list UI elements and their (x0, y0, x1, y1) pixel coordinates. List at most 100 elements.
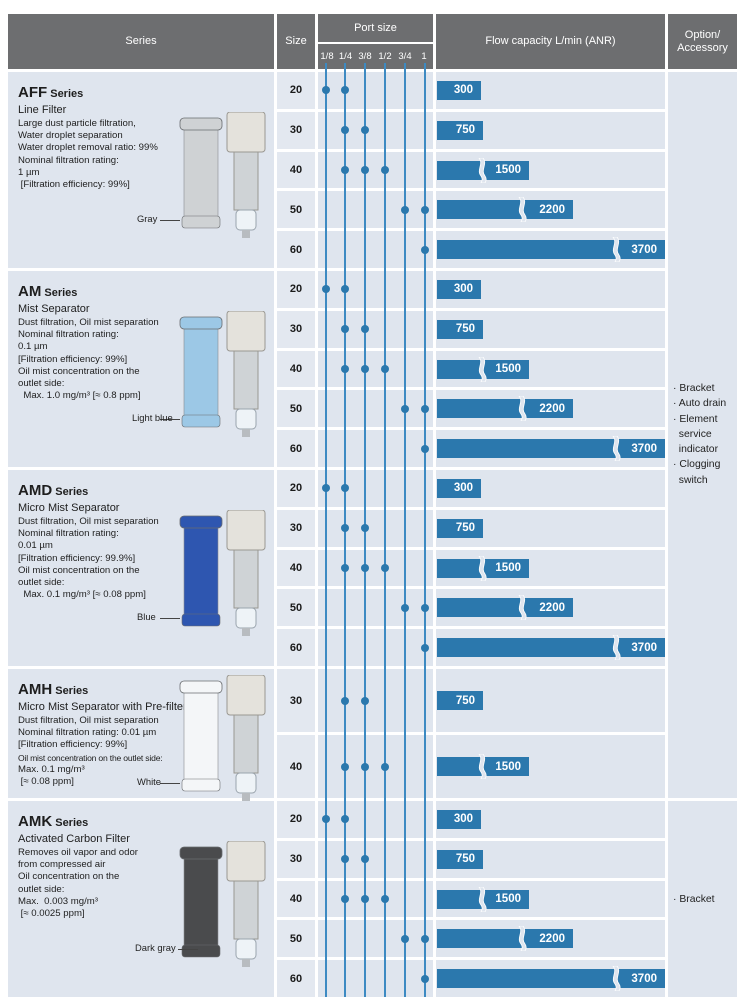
scale-break-icon (478, 555, 487, 581)
port-dot (381, 762, 389, 771)
port-dot (361, 762, 369, 771)
port-cell (318, 801, 433, 838)
port-dot (322, 815, 330, 824)
header-flow: Flow capacity L/min (ANR) (436, 14, 665, 69)
port-dot (361, 895, 369, 903)
series-code: AM (18, 283, 42, 300)
port-cell (318, 920, 433, 958)
port-dot (341, 126, 349, 135)
flow-bar: 2200 (437, 926, 573, 952)
series-desc-line: Dust filtration, Oil mist separation (18, 516, 159, 527)
port-size-4: 3/4 (395, 44, 415, 69)
filter-product-illustration (179, 675, 266, 801)
flow-bar: 1500 (437, 555, 529, 581)
color-label-leader (160, 220, 180, 221)
flow-bar: 750 (437, 849, 483, 869)
port-cell (318, 669, 433, 732)
flow-bar: 300 (437, 279, 481, 299)
size-cell: 20 (277, 271, 315, 308)
series-cell-amd (8, 470, 274, 666)
series-desc-line: Dust filtration, Oil mist separation (18, 317, 159, 328)
series-desc-line: Max. 0.1 mg/m³ [≈ 0.08 ppm] (18, 589, 146, 601)
scale-break-icon (518, 396, 527, 422)
series-word: Series (52, 685, 89, 697)
port-line-4 (404, 63, 406, 997)
option-item: · Bracket (673, 383, 715, 394)
port-cell (318, 231, 433, 268)
series-desc-line: Water droplet removal ratio: 99% (18, 142, 158, 154)
port-dot (401, 404, 409, 413)
series-info-am: AM Series Mist Separator Dust filtration, … (18, 283, 193, 402)
series-code: AMH (18, 681, 53, 698)
port-dot (341, 855, 349, 864)
port-dot (361, 365, 369, 373)
option-list-amk: · Bracket (673, 892, 715, 907)
series-desc-line: Nominal filtration rating: (18, 329, 119, 341)
port-cell (318, 880, 433, 918)
filter-product-illustration (179, 510, 266, 636)
option-item: · Bracket (673, 894, 715, 905)
port-dot (421, 404, 429, 413)
element-color-label: Dark gray (135, 942, 176, 953)
series-desc-line: Nominal filtration rating: 0.01 µm (18, 727, 157, 739)
port-dot (322, 484, 330, 493)
port-dot (421, 934, 429, 943)
port-dot (341, 86, 349, 95)
port-dot (401, 934, 409, 943)
series-name: AMH Series (18, 681, 193, 700)
size-cell: 30 (277, 111, 315, 149)
series-info-amd: AMD Series Micro Mist Separator Dust filtr… (18, 482, 193, 601)
flow-bar: 300 (437, 478, 481, 498)
flow-bar: 3700 (437, 436, 665, 462)
series-desc-line: Oil mist concentration on the (18, 564, 140, 576)
scale-break-icon (612, 966, 621, 992)
series-desc-line: Water droplet separation (18, 130, 123, 142)
size-cell: 20 (277, 72, 315, 109)
series-desc-line: Nominal filtration rating: (18, 154, 119, 166)
port-dot (361, 126, 369, 135)
port-dot (341, 365, 349, 373)
scale-break-icon (612, 237, 621, 263)
series-name: AMD Series (18, 482, 193, 501)
filter-product-illustration (179, 841, 266, 967)
port-dot (341, 762, 349, 771)
port-dot (361, 696, 369, 705)
port-dot (341, 325, 349, 334)
port-dot (361, 524, 369, 533)
flow-bar: 3700 (437, 635, 665, 661)
port-dot (341, 564, 349, 572)
series-desc-line: Nominal filtration rating: (18, 528, 119, 540)
flow-bar: 3700 (437, 237, 665, 263)
size-cell: 30 (277, 509, 315, 547)
scale-break-icon (612, 436, 621, 462)
port-dot (341, 696, 349, 705)
element-color-label: Light blue (132, 412, 173, 423)
size-cell: 30 (277, 669, 315, 732)
port-dot (361, 855, 369, 864)
series-desc-line: [Filtration efficiency: 99%] (18, 353, 128, 365)
scale-break-icon (518, 197, 527, 223)
series-subtitle: Micro Mist Separator with Pre-filter (18, 701, 187, 713)
size-cell: 30 (277, 310, 315, 348)
color-label-leader (160, 783, 180, 784)
scale-break-icon (478, 886, 487, 912)
flow-bar: 750 (437, 319, 483, 339)
series-name: AFF Series (18, 84, 193, 103)
flow-bar: 2200 (437, 396, 573, 422)
port-cell (318, 350, 433, 388)
port-size-2: 3/8 (355, 44, 375, 69)
header-port-size: Port size (318, 14, 433, 42)
port-dot (322, 86, 330, 95)
scale-break-icon (518, 595, 527, 621)
port-dot (401, 603, 409, 612)
size-cell: 60 (277, 960, 315, 997)
port-dot (421, 603, 429, 612)
size-cell: 20 (277, 801, 315, 838)
port-dot (381, 365, 389, 373)
port-cell (318, 310, 433, 348)
series-word: Series (41, 287, 78, 299)
port-dot (341, 895, 349, 903)
port-dot (421, 974, 429, 983)
size-cell: 40 (277, 735, 315, 798)
port-dot (421, 245, 429, 254)
